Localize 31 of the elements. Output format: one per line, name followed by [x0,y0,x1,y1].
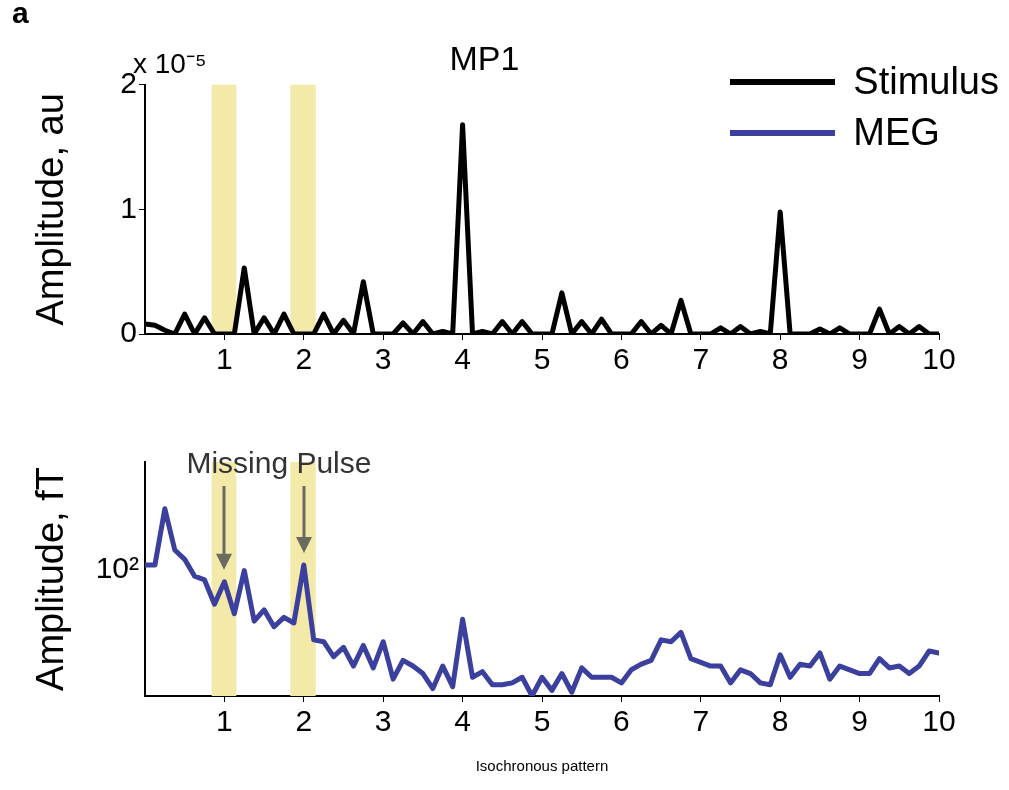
legend-label: Stimulus [853,60,999,103]
x-tick-label: 1 [216,342,233,376]
x-tick-label: 9 [851,342,868,376]
x-tick-label: 5 [533,342,551,376]
x-tick-label: 10 [922,704,956,738]
y-tick-label: 1 [120,190,137,224]
x-tick-label: 1 [216,704,233,738]
y-axis-title: Amplitude, fT [29,467,72,691]
legend-label: MEG [853,111,940,154]
chart-title: MP1 [449,38,520,77]
x-tick-label: 3 [374,342,392,376]
x-tick-label: 8 [771,704,789,738]
x-tick-label: 4 [454,704,471,738]
text: 10² [95,550,139,585]
x-tick-label: 4 [454,342,471,376]
x-tick-label: 2 [295,342,313,376]
x-tick-label: 3 [374,704,392,738]
x-tick-label: 6 [613,704,630,738]
x-tick-label: 7 [692,342,710,376]
x-tick-label: 8 [771,342,789,376]
text: Missing Pulse [186,446,372,480]
y-tick-label: 0 [120,315,137,349]
x-tick-label: 6 [613,342,630,376]
y-axis-title: Amplitude, au [29,93,72,326]
x-axis-title: Isochronous pattern [475,757,609,775]
x-tick-label: 10 [922,342,956,376]
x-tick-label: 9 [851,704,868,738]
x-tick-label: 2 [295,704,313,738]
text: a [12,0,29,30]
x-tick-label: 7 [692,704,710,738]
x-tick-label: 5 [533,704,551,738]
